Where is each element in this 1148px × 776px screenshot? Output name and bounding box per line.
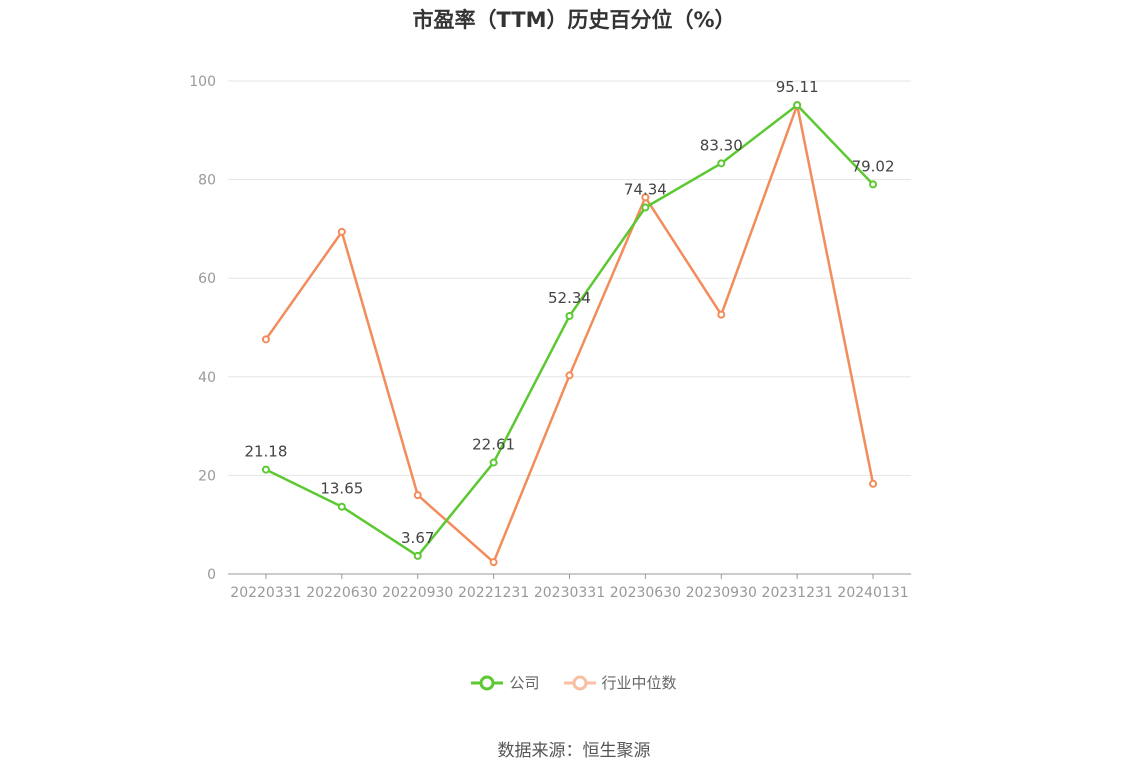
x-tick-label: 20240131: [837, 585, 908, 601]
y-tick-label: 40: [198, 370, 216, 386]
x-tick-label: 20231231: [762, 585, 833, 601]
data-point-0: [337, 502, 346, 511]
data-label: 83.30: [700, 136, 743, 154]
data-point-1: [261, 335, 270, 344]
legend-item-industry-median[interactable]: 行业中位数: [563, 672, 677, 693]
legend-industry-label: 行业中位数: [601, 674, 677, 692]
y-tick-label: 100: [189, 74, 216, 90]
data-point-0: [641, 203, 650, 212]
data-point-0: [413, 551, 422, 560]
data-label: 79.02: [852, 157, 895, 175]
data-label: 74.34: [624, 181, 667, 199]
x-tick-label: 20230930: [686, 585, 757, 601]
x-tick-label: 20221231: [458, 585, 529, 601]
data-point-1: [489, 558, 498, 567]
data-point-0: [717, 159, 726, 168]
y-tick-label: 20: [198, 468, 216, 484]
data-source: 数据来源：恒生聚源: [497, 741, 651, 761]
data-label: 22.61: [472, 436, 515, 454]
data-label: 52.34: [548, 289, 591, 307]
data-label: 95.11: [776, 78, 819, 96]
x-tick-label: 20220331: [230, 585, 301, 601]
x-tick-label: 20230331: [534, 585, 605, 601]
y-tick-label: 80: [198, 173, 216, 189]
data-point-1: [337, 227, 346, 236]
legend-industry-icon: [563, 675, 596, 690]
data-point-1: [717, 310, 726, 319]
data-point-1: [641, 193, 650, 202]
chart-title: 市盈率（TTM）历史百分位（%）: [412, 8, 736, 32]
data-point-0: [565, 311, 574, 320]
y-tick-label: 0: [207, 567, 216, 583]
legend-item-company[interactable]: 公司: [471, 672, 540, 693]
legend-company-label: 公司: [509, 674, 540, 692]
legend-company-icon: [471, 675, 504, 690]
data-point-1: [413, 491, 422, 500]
x-tick-label: 20230630: [610, 585, 681, 601]
data-label: 21.18: [244, 443, 287, 461]
data-point-1: [565, 371, 574, 380]
x-tick-label: 20220630: [306, 585, 377, 601]
data-label: 3.67: [401, 529, 434, 547]
legend: 公司 行业中位数: [0, 672, 1148, 693]
data-point-0: [793, 101, 802, 110]
data-point-0: [869, 180, 878, 189]
data-point-0: [261, 465, 270, 474]
data-point-1: [869, 479, 878, 488]
data-point-0: [489, 458, 498, 467]
y-tick-label: 60: [198, 271, 216, 287]
x-tick-label: 20220930: [382, 585, 453, 601]
data-label: 13.65: [320, 480, 363, 498]
